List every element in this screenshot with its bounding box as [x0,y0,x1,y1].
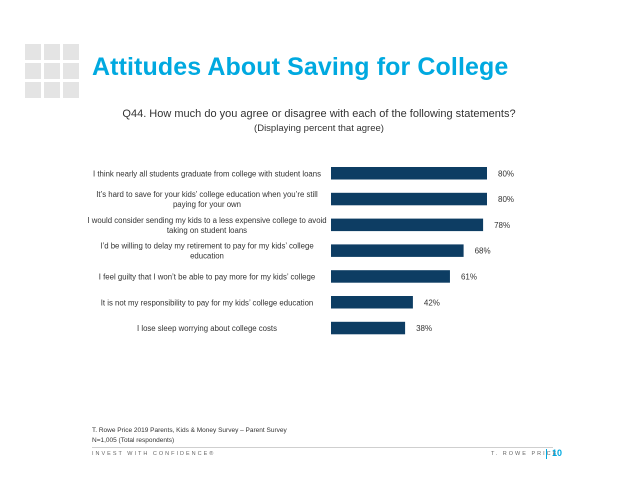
category-label-5: I feel guilty that I won’t be able to pa… [99,272,315,281]
value-label-4: 68% [475,247,491,256]
bar-4 [331,244,464,257]
value-label-5: 61% [461,272,477,281]
value-label-3: 78% [494,221,510,230]
bar-chart: 80% I think nearly all students graduate … [87,167,514,335]
footer-divider [92,447,553,448]
value-label-1: 80% [498,169,514,178]
logo-grid [25,44,79,98]
category-label-3: I would consider sending my kids to a le… [87,216,326,235]
brand-name: T. ROWE PRICE [491,451,559,457]
footer-tagline: INVEST WITH CONFIDENCE® [92,451,216,457]
chart-subtitle: (Displaying percent that agree) [254,123,384,134]
footnote-sample-size: N=1,005 (Total respondents) [92,437,175,444]
category-label-6: It is not my responsibility to pay for m… [101,298,314,307]
category-label-2: It’s hard to save for your kids’ college… [96,190,318,209]
page-number: 10 [552,448,563,458]
bar-3 [331,218,484,232]
survey-question: Q44. How much do you agree or disagree w… [122,108,516,120]
category-label-7: I lose sleep worrying about college cost… [137,324,277,333]
slide-title: Attitudes About Saving for College [92,53,509,81]
bar-2 [331,192,487,206]
bar-7 [331,321,406,335]
category-label-1: I think nearly all students graduate fro… [93,169,321,178]
page-number-divider [546,449,547,459]
footnote-source: T. Rowe Price 2019 Parents, Kids & Money… [92,427,287,434]
bar-1 [331,167,487,180]
value-label-2: 80% [498,195,514,204]
value-label-6: 42% [424,298,440,307]
bar-6 [331,296,413,309]
bar-5 [331,270,450,283]
category-label-4: I’d be willing to delay my retirement to… [100,242,313,261]
value-label-7: 38% [416,324,432,333]
question-block: Q44. How much do you agree or disagree w… [0,108,638,134]
